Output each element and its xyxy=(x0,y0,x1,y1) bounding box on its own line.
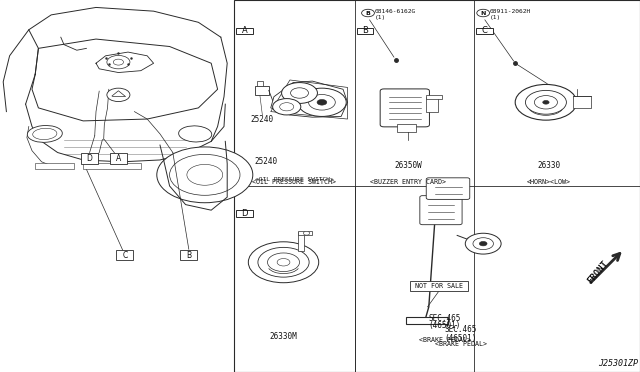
Text: (46501): (46501) xyxy=(429,321,461,330)
Text: B: B xyxy=(186,251,191,260)
Text: A: A xyxy=(242,26,247,35)
Circle shape xyxy=(157,147,253,203)
Text: <BRAKE PEDAL>: <BRAKE PEDAL> xyxy=(435,341,487,347)
Circle shape xyxy=(473,238,493,250)
Bar xyxy=(397,124,416,132)
Bar xyxy=(180,250,197,260)
Text: <BRAKE PEDAL>: <BRAKE PEDAL> xyxy=(419,337,471,343)
FancyBboxPatch shape xyxy=(420,196,462,225)
Bar xyxy=(426,97,438,112)
Text: <OIL PRESSURE SWITCH>: <OIL PRESSURE SWITCH> xyxy=(255,177,334,182)
Text: NOT FOR SALE: NOT FOR SALE xyxy=(415,283,463,289)
Ellipse shape xyxy=(28,125,62,142)
Text: 25240: 25240 xyxy=(251,115,274,124)
Ellipse shape xyxy=(33,128,57,140)
Circle shape xyxy=(187,164,223,185)
Text: 25240: 25240 xyxy=(254,157,277,166)
Circle shape xyxy=(280,103,294,111)
Polygon shape xyxy=(271,80,348,119)
Bar xyxy=(426,95,442,99)
Text: (46501): (46501) xyxy=(445,334,477,343)
Text: D: D xyxy=(241,209,248,218)
Circle shape xyxy=(273,99,301,115)
Text: 08911-2062H: 08911-2062H xyxy=(490,9,531,15)
Bar xyxy=(236,28,253,34)
Text: FRONT: FRONT xyxy=(586,259,611,285)
Circle shape xyxy=(543,100,549,104)
Bar xyxy=(81,153,98,164)
Text: C: C xyxy=(122,251,127,260)
Text: SEC.465: SEC.465 xyxy=(445,325,477,334)
Bar xyxy=(116,250,133,260)
Bar xyxy=(356,28,373,34)
Bar xyxy=(234,0,640,372)
Bar xyxy=(255,86,269,95)
Text: 08146-6162G: 08146-6162G xyxy=(374,9,415,15)
Text: C: C xyxy=(481,26,488,35)
Circle shape xyxy=(465,233,501,254)
Text: (1): (1) xyxy=(374,15,386,20)
Text: J25301ZP: J25301ZP xyxy=(598,359,638,368)
Circle shape xyxy=(282,83,317,103)
Circle shape xyxy=(107,55,130,69)
Circle shape xyxy=(308,94,335,110)
Text: 26330: 26330 xyxy=(538,161,561,170)
Bar xyxy=(406,317,448,324)
Text: B: B xyxy=(362,26,368,35)
Circle shape xyxy=(303,231,310,235)
FancyBboxPatch shape xyxy=(426,178,470,199)
Bar xyxy=(35,163,74,169)
Bar xyxy=(298,231,312,235)
Circle shape xyxy=(298,88,346,116)
Text: A: A xyxy=(116,154,121,163)
Text: B: B xyxy=(365,10,371,16)
Text: <BUZZER ENTRY CARD>: <BUZZER ENTRY CARD> xyxy=(371,179,446,185)
Text: <HORN><LOW>: <HORN><LOW> xyxy=(527,179,571,185)
Bar xyxy=(573,96,591,108)
Text: (1): (1) xyxy=(490,15,501,20)
Circle shape xyxy=(291,88,308,98)
Text: 26330M: 26330M xyxy=(269,332,298,341)
Bar xyxy=(410,281,468,291)
Text: 26350W: 26350W xyxy=(394,161,422,170)
Ellipse shape xyxy=(179,126,212,142)
Text: <OIL PRESSURE SWITCH>: <OIL PRESSURE SWITCH> xyxy=(252,179,337,185)
Circle shape xyxy=(477,9,490,17)
Circle shape xyxy=(277,259,290,266)
Bar xyxy=(110,153,127,164)
Text: SEC.465: SEC.465 xyxy=(429,314,461,323)
Circle shape xyxy=(362,9,374,17)
Circle shape xyxy=(258,247,309,277)
Circle shape xyxy=(268,253,300,272)
Circle shape xyxy=(248,242,319,283)
Circle shape xyxy=(107,88,130,102)
Circle shape xyxy=(113,59,124,65)
Text: N: N xyxy=(481,10,486,16)
FancyBboxPatch shape xyxy=(380,89,429,127)
Bar xyxy=(236,210,253,217)
Circle shape xyxy=(525,90,566,114)
Text: D: D xyxy=(86,154,93,163)
Bar xyxy=(257,81,263,86)
Circle shape xyxy=(534,96,557,109)
Bar xyxy=(298,232,304,251)
Circle shape xyxy=(479,241,487,246)
Bar xyxy=(476,28,493,34)
Circle shape xyxy=(170,154,240,195)
Circle shape xyxy=(317,99,327,105)
Bar xyxy=(83,163,141,169)
Circle shape xyxy=(515,84,577,120)
